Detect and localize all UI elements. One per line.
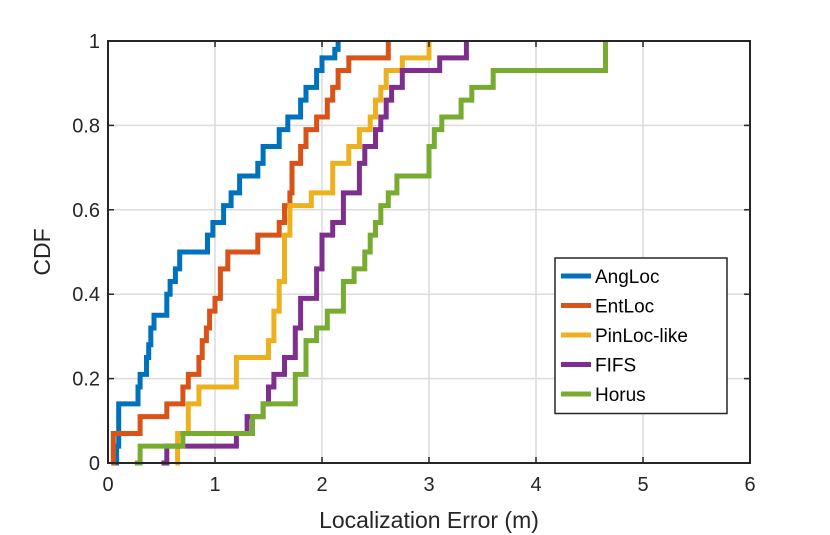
y-tick-label: 0 bbox=[89, 453, 100, 475]
x-tick-label: 0 bbox=[102, 474, 113, 496]
series-line-horus bbox=[134, 41, 608, 466]
x-tick-label: 1 bbox=[209, 474, 220, 496]
legend-label: PinLoc-like bbox=[595, 326, 688, 347]
y-axis-title: CDF bbox=[29, 228, 55, 275]
x-tick-label: 5 bbox=[637, 474, 648, 496]
y-tick-label: 0.6 bbox=[72, 200, 100, 222]
legend-label: AngLoc bbox=[595, 267, 659, 288]
series-layer bbox=[110, 41, 608, 466]
y-tick-label: 1 bbox=[89, 31, 100, 53]
legend-label: FIFS bbox=[595, 356, 636, 377]
legend: AngLoc EntLoc PinLoc-like FIFS Horus bbox=[554, 257, 728, 415]
y-tick-label: 0.8 bbox=[72, 115, 100, 137]
series-line-angloc bbox=[113, 41, 341, 466]
ticks bbox=[107, 40, 751, 464]
x-tick-label: 2 bbox=[316, 474, 327, 496]
x-axis-title: Localization Error (m) bbox=[319, 507, 539, 533]
series-line-entloc bbox=[110, 41, 391, 466]
y-tick-label: 0.2 bbox=[72, 369, 100, 391]
x-tick-label: 4 bbox=[530, 474, 541, 496]
y-tick-label: 0.4 bbox=[72, 284, 100, 306]
legend-label: EntLoc bbox=[595, 297, 654, 318]
x-tick-label: 6 bbox=[744, 474, 755, 496]
tick-labels: 0 1 2 3 4 5 6 0 0.2 0.4 0.6 0.8 1 bbox=[72, 31, 755, 496]
series-line-pinloc-like bbox=[175, 41, 432, 466]
legend-label: Horus bbox=[595, 385, 646, 406]
x-tick-label: 3 bbox=[423, 474, 434, 496]
